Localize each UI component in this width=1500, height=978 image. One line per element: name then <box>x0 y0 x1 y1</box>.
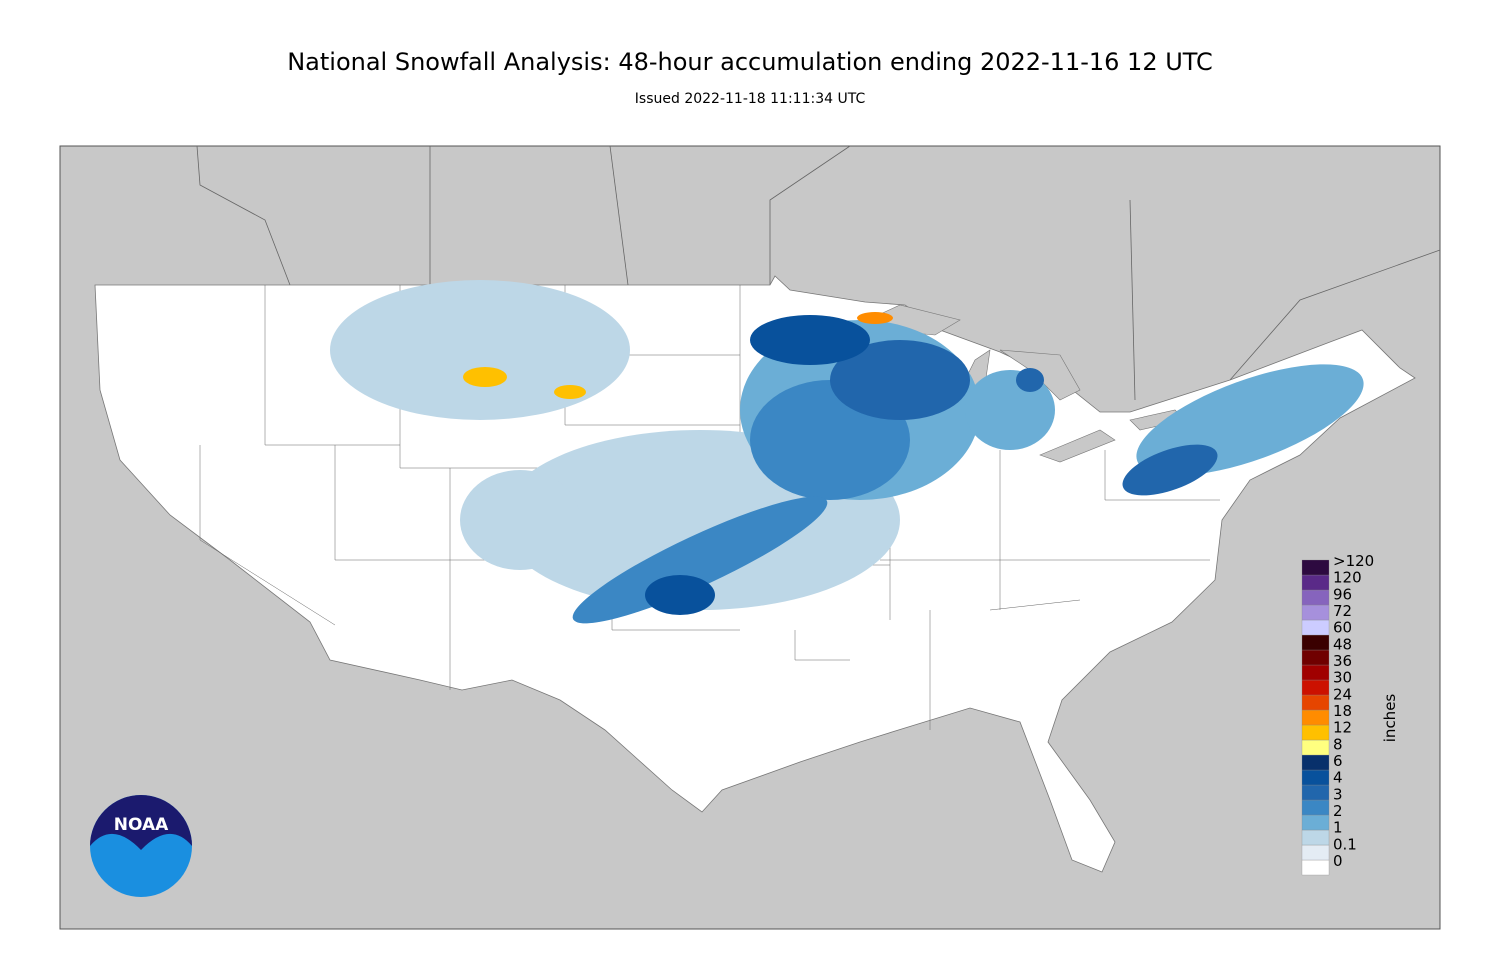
legend-label: 36 <box>1333 652 1352 670</box>
subtitle: Issued 2022-11-18 11:11:34 UTC <box>635 91 866 107</box>
legend-label: 18 <box>1333 702 1352 720</box>
legend-swatch <box>1301 724 1330 741</box>
legend-swatch <box>1301 859 1330 876</box>
legend-label: 24 <box>1333 685 1352 703</box>
legend-swatch <box>1301 844 1330 861</box>
legend-swatch <box>1301 589 1330 606</box>
legend-label: 0 <box>1333 852 1343 870</box>
legend-label: 30 <box>1333 669 1352 687</box>
canada-borders <box>196 145 1441 401</box>
legend-label: 120 <box>1333 569 1362 587</box>
legend-label: >120 <box>1333 552 1374 570</box>
legend-label: 12 <box>1333 719 1352 737</box>
legend-label: 8 <box>1333 735 1343 753</box>
logo-text: NOAA <box>114 815 169 835</box>
legend-unit: inches <box>1381 694 1399 743</box>
legend-swatch <box>1301 754 1330 771</box>
legend-swatch <box>1301 664 1330 681</box>
legend-label: 1 <box>1333 819 1343 837</box>
snowfall-field <box>330 280 1364 624</box>
legend-label: 72 <box>1333 602 1352 620</box>
legend-swatch <box>1301 739 1330 756</box>
legend-swatch <box>1301 619 1330 636</box>
legend: inches 00.1123468121824303648607296120>1… <box>1301 552 1399 876</box>
title: National Snowfall Analysis: 48-hour accu… <box>287 48 1213 76</box>
legend-label: 3 <box>1333 785 1343 803</box>
legend-swatch <box>1301 559 1330 576</box>
noaa-logo: NOAA <box>90 795 192 897</box>
legend-swatch <box>1301 829 1330 846</box>
legend-label: 96 <box>1333 585 1352 603</box>
legend-swatch <box>1301 574 1330 591</box>
legend-swatch <box>1301 679 1330 696</box>
legend-swatch <box>1301 649 1330 666</box>
legend-label: 0.1 <box>1333 835 1357 853</box>
legend-swatch <box>1301 799 1330 816</box>
legend-swatch <box>1301 784 1330 801</box>
legend-swatch <box>1301 634 1330 651</box>
legend-label: 2 <box>1333 802 1343 820</box>
legend-swatch <box>1301 604 1330 621</box>
legend-label: 48 <box>1333 635 1352 653</box>
legend-swatch <box>1301 814 1330 831</box>
legend-label: 6 <box>1333 752 1343 770</box>
legend-swatch <box>1301 769 1330 786</box>
legend-label: 4 <box>1333 769 1343 787</box>
legend-swatch <box>1301 694 1330 711</box>
legend-swatch <box>1301 709 1330 726</box>
legend-label: 60 <box>1333 619 1352 637</box>
